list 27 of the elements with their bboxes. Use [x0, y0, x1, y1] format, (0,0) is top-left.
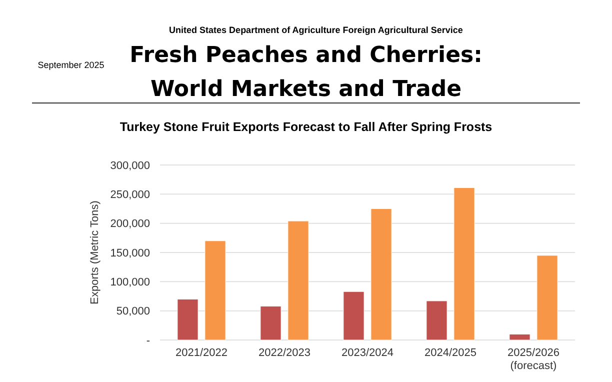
y-tick-label: 300,000 — [110, 160, 150, 172]
x-tick-label: 2023/2024 — [342, 347, 394, 359]
bar — [343, 291, 364, 340]
bar — [204, 240, 226, 340]
bar — [260, 306, 282, 340]
y-tick-label: 200,000 — [110, 218, 150, 230]
x-tick-label: 2025/2026 (forecast) — [508, 347, 560, 372]
bar — [509, 334, 530, 340]
bar — [370, 208, 392, 340]
x-tick-label: 2021/2022 — [176, 347, 228, 359]
x-tick-label: 2022/2023 — [258, 347, 310, 359]
y-tick-label: 50,000 — [116, 306, 150, 318]
bar — [536, 255, 558, 340]
y-axis-title: Exports (Metric Tons) — [89, 200, 101, 304]
bar — [288, 220, 309, 340]
y-tick-label: 250,000 — [110, 189, 150, 202]
text: September 2025 — [38, 60, 104, 70]
text: United States Department of Agriculture Foreign Agricultural Service — [169, 25, 463, 35]
y-tick-label: - — [146, 334, 150, 347]
bar — [426, 300, 448, 340]
chart-title: Fresh Peaches and Cherries: World Markets and Trade — [130, 43, 482, 102]
x-tick-label: 2024/2025 — [424, 347, 476, 359]
y-tick-label: 150,000 — [110, 247, 150, 260]
chart-subtitle: Turkey Stone Fruit Exports Forecast to Fall After Spring Frosts — [120, 120, 492, 134]
y-tick-label: 100,000 — [110, 276, 150, 289]
bar — [177, 298, 198, 340]
bar — [454, 188, 475, 340]
